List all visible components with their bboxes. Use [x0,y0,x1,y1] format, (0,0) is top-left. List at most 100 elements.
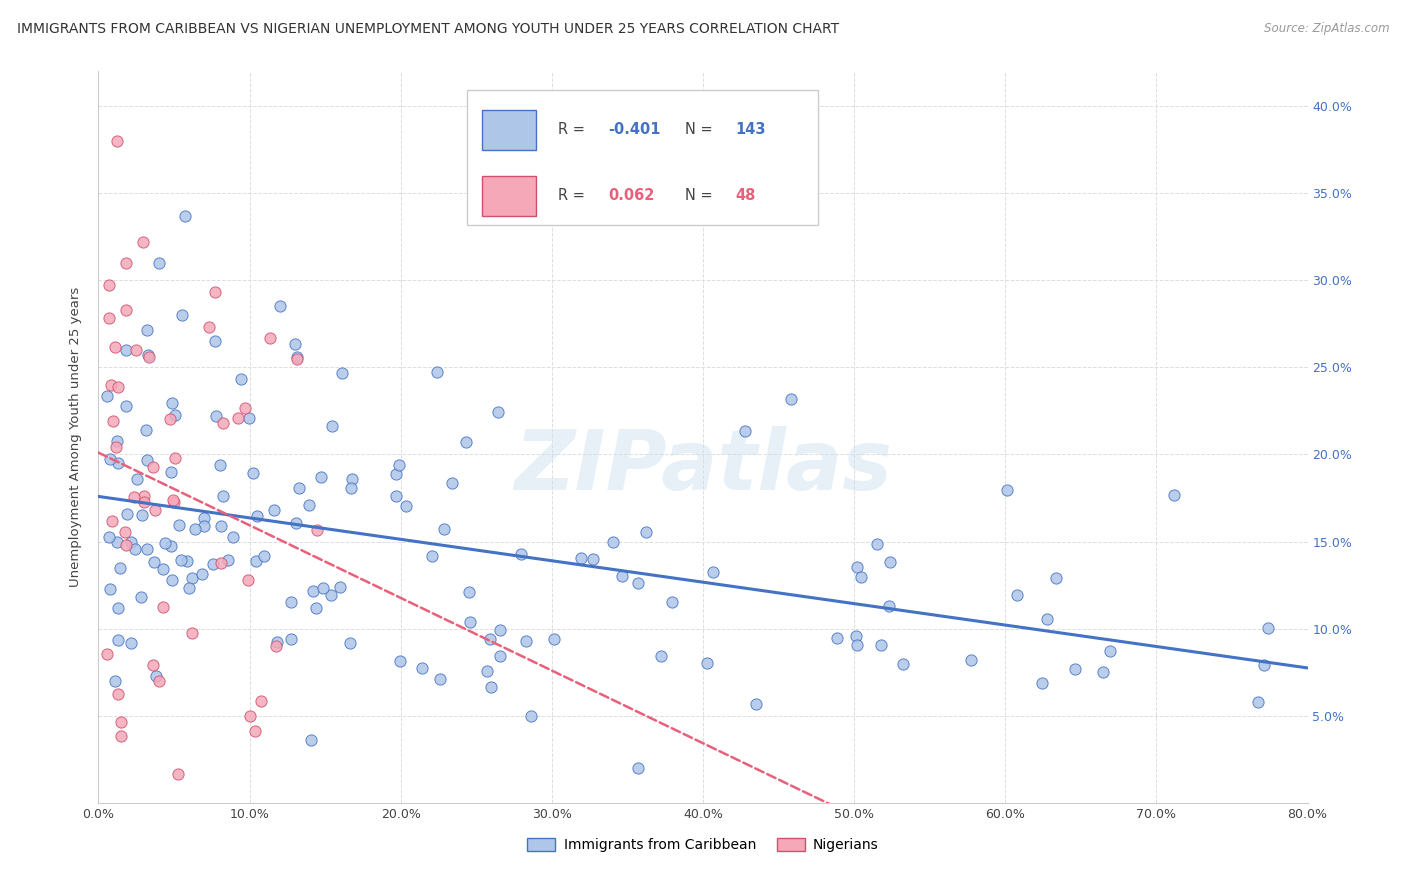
Point [209,556,232,570]
Point [312,582,335,596]
Point [193,519,215,533]
Point [135,542,157,557]
Point [870,638,893,652]
Point [204,285,226,299]
Point [101,515,124,529]
Point [145,669,167,683]
Point [844,629,866,643]
Point [100,377,122,392]
Point [342,471,364,485]
Point [135,423,157,437]
Point [152,562,174,576]
Point [148,673,170,688]
Point [269,300,291,314]
Point [148,256,170,270]
Point [129,591,152,605]
Point [115,507,138,521]
Point [340,481,363,495]
Point [114,343,136,358]
Point [1031,676,1053,690]
Point [110,729,132,743]
Point [1091,665,1114,679]
Text: 143: 143 [735,122,766,137]
Bar [467,89,818,225]
Point [330,367,353,381]
Point [97,278,120,293]
Point [877,599,900,614]
Point [309,470,332,484]
Text: Source: ZipAtlas.com: Source: ZipAtlas.com [1264,22,1389,36]
Point [543,632,565,647]
Point [509,547,531,561]
Point [135,323,157,337]
Point [298,498,321,512]
Point [162,492,184,507]
Point [734,424,756,438]
Point [125,472,148,486]
Point [319,588,342,602]
Point [105,440,128,454]
Point [284,337,307,351]
Point [280,632,302,646]
Point [1257,621,1279,635]
Point [132,494,155,508]
Point [429,673,451,687]
Point [98,452,121,467]
Point [702,565,724,579]
Point [1007,588,1029,602]
Point [204,334,226,349]
Point [264,639,287,653]
Point [107,601,129,615]
Point [250,694,273,708]
Point [202,558,225,572]
Point [238,573,260,587]
Point [411,661,433,675]
Point [233,401,256,416]
Point [181,572,204,586]
Point [170,308,193,322]
Point [288,482,311,496]
Point [152,600,174,615]
Point [866,537,889,551]
Point [280,594,302,608]
Point [634,525,657,540]
Point [142,657,165,672]
Point [217,553,239,567]
Point [321,418,343,433]
Point [827,631,849,645]
Point [107,380,129,394]
Point [159,412,181,426]
Point [307,524,329,538]
Point [160,574,183,588]
Point [627,762,650,776]
Point [229,371,252,385]
Point [891,657,914,672]
Point [209,519,232,533]
Point [661,595,683,609]
Point [238,410,260,425]
Point [167,518,190,533]
Point [458,584,481,599]
Point [163,451,186,466]
Point [602,535,624,549]
Point [104,673,127,688]
Point [489,648,512,663]
Point [301,732,323,747]
Point [780,392,803,406]
Point [96,647,118,661]
Point [479,680,502,694]
Point [136,348,159,362]
Point [242,466,264,480]
Point [246,508,269,523]
Bar [482,176,536,216]
Point [849,570,872,584]
Point [163,495,186,509]
Point [160,396,183,410]
Point [1246,695,1268,709]
Point [385,467,408,482]
Point [486,405,509,419]
Point [612,569,634,583]
Point [110,561,132,575]
Point [395,499,418,513]
Point [845,638,868,652]
